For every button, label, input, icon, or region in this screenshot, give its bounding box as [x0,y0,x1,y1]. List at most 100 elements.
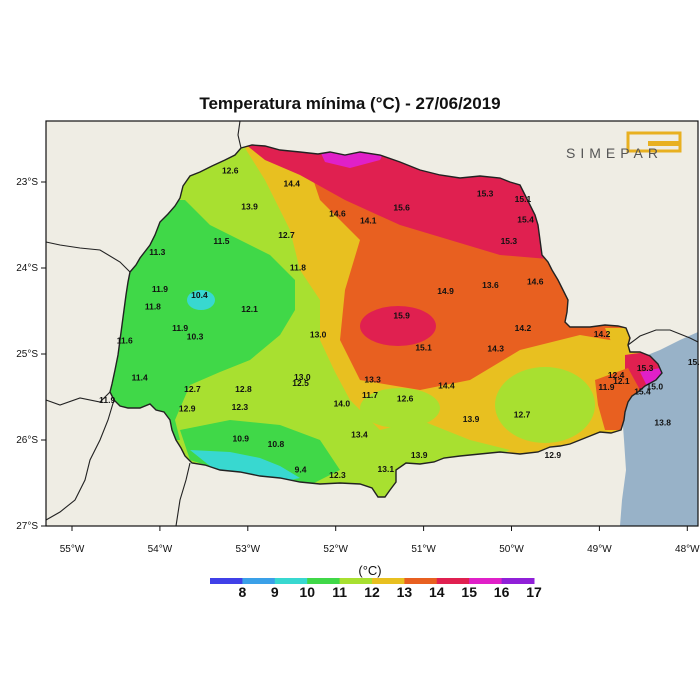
station-value: 14.2 [594,329,611,339]
lon-tick-label: 50°W [499,544,524,555]
lat-tick-label: 27°S [16,521,38,532]
station-value: 12.4 [608,370,625,380]
station-value: 15.4 [517,214,534,224]
station-value: 13.0 [310,330,327,340]
colorbar-swatch [501,578,535,584]
station-value: 10.3 [187,331,204,341]
lon-tick-label: 52°W [323,544,348,555]
station-value: 12.8 [235,384,252,394]
station-value: 14.4 [438,380,455,390]
map-title: Temperatura mínima (°C) - 27/06/2019 [199,94,501,113]
station-value: 10.9 [232,434,249,444]
lon-tick-label: 51°W [411,544,436,555]
station-value: 14.3 [487,343,504,353]
station-value: 15.9 [688,357,700,367]
lat-tick-label: 25°S [16,349,38,360]
colorbar-swatch [372,578,405,584]
station-value: 13.1 [378,464,395,474]
station-value: 12.7 [278,230,295,240]
lon-tick-label: 49°W [587,544,612,555]
station-value: 12.6 [397,393,414,403]
lon-tick-label: 55°W [60,544,85,555]
station-value: 11.5 [213,236,229,246]
station-value: 15.4 [634,386,651,396]
colorbar-swatch [242,578,276,584]
colorbar-swatch [339,578,373,584]
station-value: 12.7 [514,410,531,420]
colorbar-swatch [469,578,503,584]
colorbar-label: 14 [429,584,445,600]
station-value: 14.4 [283,178,300,188]
station-value: 12.9 [545,450,562,460]
station-value: 11.4 [132,373,148,383]
station-value: 13.8 [654,417,671,427]
station-value: 14.0 [334,398,351,408]
station-value: 15.6 [393,202,410,212]
svg-text:SIMEPAR: SIMEPAR [566,145,663,161]
station-value: 15.9 [393,311,410,321]
station-value: 11.9 [152,284,168,294]
longitude-axis: 55°W 54°W 53°W 52°W 51°W 50°W 49°W 48°W [60,526,700,555]
lon-tick-label: 54°W [148,544,173,555]
station-value: 14.2 [515,323,532,333]
colorbar: (°C) 8 9 10 11 12 13 14 15 16 17 [210,563,542,600]
station-value: 14.9 [437,286,454,296]
colorbar-unit: (°C) [358,563,381,578]
station-value: 13.9 [241,202,258,212]
station-value: 12.6 [222,165,239,175]
colorbar-swatch [307,578,341,584]
station-value: 15.3 [637,363,654,373]
station-value: 13.9 [463,414,480,424]
station-value: 9.4 [295,465,307,475]
simepar-logo: SIMEPAR [566,131,682,161]
station-value: 14.1 [360,215,377,225]
lat-tick-label: 24°S [16,263,38,274]
station-value: 15.1 [415,343,432,353]
station-value: 12.1 [613,376,630,386]
lat-tick-label: 23°S [16,177,38,188]
station-value: 11.3 [149,247,165,257]
station-value: 12.1 [241,304,258,314]
neighbor-borders [45,120,699,527]
station-value: 13.6 [482,280,499,290]
lon-tick-label: 48°W [675,544,700,555]
station-value: 12.5 [292,378,309,388]
station-value: 11.9 [172,323,188,333]
station-value: 12.3 [232,402,249,412]
colorbar-swatch [404,578,438,584]
station-value: 10.4 [191,290,208,300]
map-frame [45,120,699,527]
station-value: 11.8 [145,301,161,311]
colorbar-label: 17 [526,584,542,600]
station-value: 13.4 [351,429,368,439]
colorbar-swatch [274,578,308,584]
station-value: 13.0 [294,372,311,382]
colorbar-label: 11 [332,584,347,600]
colorbar-swatch [210,578,243,584]
lat-tick-label: 26°S [16,435,38,446]
colorbar-label: 8 [239,584,247,600]
station-value: 15.0 [647,381,664,391]
station-value: 11.8 [290,263,306,273]
colorbar-label: 16 [494,584,510,600]
station-value: 11.9 [598,382,614,392]
station-value: 13.9 [411,450,428,460]
station-value: 14.6 [527,276,544,286]
station-value: 10.8 [268,439,285,449]
station-value: 11.9 [99,395,115,405]
station-value: 12.9 [179,404,196,414]
station-value: 15.3 [477,189,494,199]
colorbar-label: 10 [299,584,315,600]
station-value: 11.7 [362,390,378,400]
colorbar-label: 9 [271,584,279,600]
station-value: 11.6 [117,336,133,346]
lon-tick-label: 53°W [236,544,261,555]
station-values: 12.6 14.4 13.9 14.6 14.1 15.6 15.3 15.1 15.4 15.3… [99,165,700,479]
station-value: 12.7 [184,384,201,394]
colorbar-swatch [436,578,470,584]
colorbar-label: 12 [364,584,380,600]
station-value: 13.3 [364,374,381,384]
colorbar-label: 15 [461,584,477,600]
station-value: 12.3 [329,470,346,480]
